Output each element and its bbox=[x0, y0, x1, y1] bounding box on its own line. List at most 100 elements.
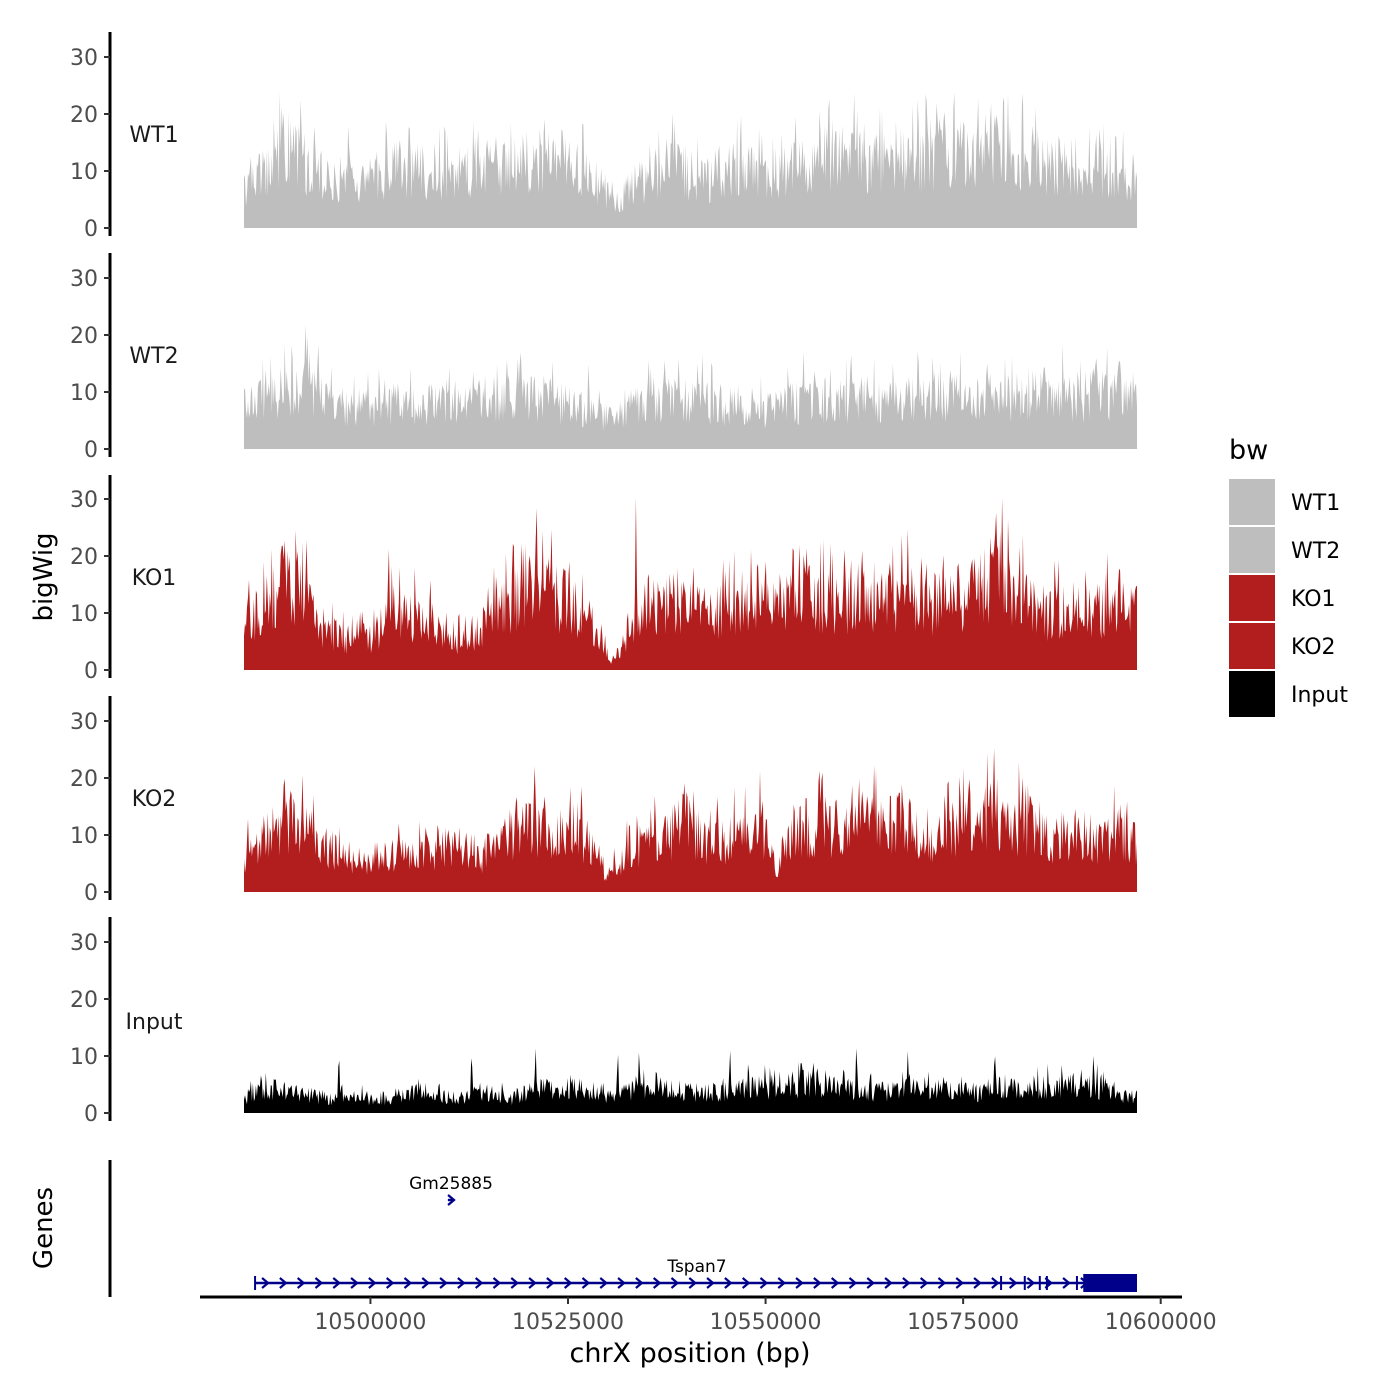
y-tick-label: 0 bbox=[84, 881, 98, 906]
strand-arrow bbox=[457, 1277, 466, 1289]
y-tick-label: 30 bbox=[70, 710, 98, 735]
strand-arrow bbox=[813, 1277, 822, 1289]
y-axis-title: bigWig bbox=[29, 532, 59, 621]
genes-panel: Gm25885 Tspan7 bbox=[108, 1160, 1137, 1297]
legend-title: bw bbox=[1229, 435, 1268, 466]
strand-arrow bbox=[492, 1277, 502, 1289]
strand-arrow bbox=[902, 1277, 911, 1289]
strand-arrow bbox=[1026, 1277, 1036, 1289]
strand-arrow bbox=[1062, 1277, 1071, 1289]
gene-label: Gm25885 bbox=[409, 1174, 493, 1194]
strand-arrow bbox=[421, 1277, 430, 1289]
y-tick-label: 20 bbox=[70, 545, 98, 570]
y-tick-label: 10 bbox=[70, 160, 98, 185]
strand-arrow bbox=[261, 1277, 270, 1289]
strand-arrow bbox=[741, 1277, 751, 1289]
y-tick-label: 0 bbox=[84, 217, 98, 242]
y-tick-label: 20 bbox=[70, 988, 98, 1013]
legend-label: WT2 bbox=[1291, 539, 1340, 564]
strand-arrow bbox=[795, 1277, 804, 1289]
signal-area-input bbox=[244, 1048, 1137, 1113]
track-label: WT1 bbox=[129, 123, 178, 148]
x-tick-label: 10525000 bbox=[512, 1310, 624, 1335]
track-label: WT2 bbox=[129, 344, 178, 369]
strand-arrow bbox=[581, 1277, 591, 1289]
strand-arrow bbox=[439, 1277, 448, 1289]
track-wt2: 0 10 20 30 WT2 bbox=[70, 253, 1137, 463]
legend-label: KO2 bbox=[1291, 635, 1336, 660]
y-tick-label: 20 bbox=[70, 103, 98, 128]
genes-axis-title: Genes bbox=[29, 1187, 59, 1269]
y-tick-label: 30 bbox=[70, 46, 98, 71]
x-tick-label: 10600000 bbox=[1105, 1310, 1217, 1335]
x-axis: 10500000 10525000 10550000 10575000 10600000 bbox=[200, 1295, 1217, 1335]
strand-arrow bbox=[1008, 1277, 1018, 1289]
legend-swatch-ko2 bbox=[1229, 623, 1275, 669]
strand-arrow bbox=[635, 1277, 644, 1289]
legend-swatch-wt2 bbox=[1229, 527, 1275, 573]
x-tick-label: 10500000 bbox=[314, 1310, 426, 1335]
strand-arrow bbox=[652, 1277, 662, 1289]
strand-arrow bbox=[706, 1277, 715, 1289]
strand-arrow bbox=[403, 1277, 413, 1289]
track-label: KO1 bbox=[132, 566, 177, 591]
strand-arrow bbox=[279, 1277, 288, 1289]
signal-area-wt2 bbox=[244, 324, 1137, 449]
y-tick-label: 30 bbox=[70, 267, 98, 292]
signal-area-ko2 bbox=[244, 748, 1137, 892]
strand-arrow bbox=[688, 1277, 697, 1289]
strand-arrow bbox=[474, 1277, 484, 1289]
x-axis-title: chrX position (bp) bbox=[569, 1338, 810, 1369]
legend-swatch-ko1 bbox=[1229, 575, 1275, 621]
tracks-layer: 0 10 20 30 WT1 0 10 20 30 WT2 0 10 20 30 KO1 0 10 20 30 KO2… bbox=[70, 32, 1137, 1127]
strand-arrow bbox=[919, 1277, 929, 1289]
strand-arrow bbox=[617, 1277, 626, 1289]
strand-arrow bbox=[385, 1277, 395, 1289]
y-tick-label: 0 bbox=[84, 438, 98, 463]
strand-arrow bbox=[973, 1277, 982, 1289]
legend-swatch-wt1 bbox=[1229, 479, 1275, 525]
x-tick-label: 10575000 bbox=[907, 1310, 1019, 1335]
strand-arrow bbox=[759, 1277, 769, 1289]
strand-arrow bbox=[528, 1277, 537, 1289]
strand-arrow bbox=[447, 1194, 456, 1206]
y-tick-label: 10 bbox=[70, 602, 98, 627]
strand-arrow bbox=[563, 1277, 573, 1289]
strand-arrow bbox=[991, 1277, 1000, 1289]
strand-arrow bbox=[314, 1277, 324, 1289]
strand-arrow bbox=[884, 1277, 893, 1289]
track-ko1: 0 10 20 30 KO1 bbox=[70, 475, 1137, 684]
y-tick-label: 20 bbox=[70, 767, 98, 792]
y-tick-label: 10 bbox=[70, 381, 98, 406]
track-label: Input bbox=[126, 1010, 183, 1035]
strand-arrow bbox=[368, 1277, 377, 1289]
strand-arrow bbox=[599, 1277, 608, 1289]
track-ko2: 0 10 20 30 KO2 bbox=[70, 696, 1137, 906]
legend-label: Input bbox=[1291, 683, 1348, 708]
track-wt1: 0 10 20 30 WT1 bbox=[70, 32, 1137, 242]
strand-arrow bbox=[510, 1277, 519, 1289]
strand-arrow bbox=[777, 1277, 786, 1289]
x-tick-label: 10550000 bbox=[710, 1310, 822, 1335]
track-input: 0 10 20 30 Input bbox=[70, 917, 1137, 1127]
legend-label: KO1 bbox=[1291, 587, 1336, 612]
strand-arrow bbox=[670, 1277, 680, 1289]
strand-arrow bbox=[866, 1277, 875, 1289]
y-tick-label: 30 bbox=[70, 931, 98, 956]
legend-swatch-input bbox=[1229, 671, 1275, 717]
strand-arrow bbox=[296, 1277, 306, 1289]
legend: bw WT1 WT2 KO1 KO2 Input bbox=[1229, 435, 1348, 717]
strand-arrow bbox=[332, 1277, 341, 1289]
y-tick-label: 20 bbox=[70, 324, 98, 349]
coding-block bbox=[1083, 1274, 1137, 1292]
y-tick-label: 10 bbox=[70, 824, 98, 849]
track-label: KO2 bbox=[132, 787, 177, 812]
y-tick-label: 0 bbox=[84, 659, 98, 684]
legend-label: WT1 bbox=[1291, 491, 1340, 516]
signal-area-wt1 bbox=[244, 91, 1137, 229]
strand-arrow bbox=[546, 1277, 555, 1289]
gene-gm25885: Gm25885 bbox=[409, 1174, 493, 1206]
y-tick-label: 10 bbox=[70, 1045, 98, 1070]
